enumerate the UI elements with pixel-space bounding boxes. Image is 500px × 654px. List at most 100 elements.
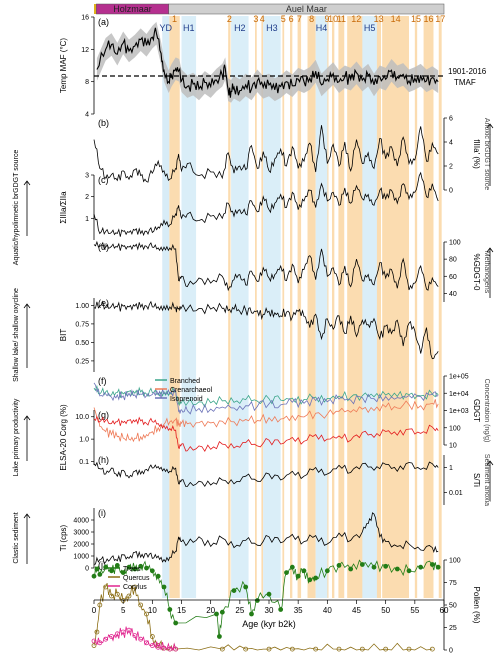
interstadial-band-8 [307, 16, 316, 598]
x-tick-label: 0 [92, 606, 97, 615]
pollen-point [435, 564, 441, 570]
panel-j-tick-label: 100 [449, 558, 461, 565]
x-tick-label: 20 [206, 606, 215, 615]
pollen-point [371, 564, 377, 570]
pollen-point [289, 564, 295, 570]
pollen-point [383, 563, 389, 569]
interstadial-label: 14 [391, 14, 401, 24]
panel-e-tick-label: 1.00 [75, 303, 89, 310]
panel-g-tick-label: 1.0 [79, 437, 89, 444]
heinrich-band-H4 [315, 16, 328, 598]
pollen-point [429, 562, 435, 567]
panel-e-tick-label: 0.75 [75, 321, 89, 328]
panel-i-tick-label: 4000 [73, 518, 89, 525]
pollen-point [94, 629, 100, 635]
panel-j-tick-label: 50 [449, 603, 457, 610]
pollen-point [214, 611, 219, 617]
interstadial-band-17 [438, 16, 442, 598]
pollen-point [313, 646, 319, 652]
interstadial-label: 2 [227, 14, 232, 24]
pollen-point [406, 568, 412, 574]
pollen-point [219, 609, 225, 615]
pollen-point [348, 566, 354, 572]
top-bar-label: Holzmaar [113, 4, 152, 14]
panel-letter: (e) [98, 298, 109, 308]
pollen-point [132, 633, 138, 638]
pollen-point [161, 645, 167, 651]
panel-h-ylabel2: Sediment anoxia [483, 454, 490, 506]
panel-f-tick-label: 100 [449, 425, 461, 432]
interstadial-band-15 [414, 16, 418, 598]
pollen-point [266, 591, 272, 597]
heinrich-label: H1 [183, 23, 195, 33]
panel-j-series-quercus [93, 582, 433, 652]
heinrich-band-H2 [231, 16, 249, 598]
interstadial-band-10 [332, 16, 335, 598]
pollen-point [173, 646, 179, 652]
interstadial-band-1 [169, 16, 180, 598]
legend-label-trees: Trees [123, 566, 141, 573]
x-tick-label: 30 [265, 606, 274, 615]
pollen-point [383, 646, 389, 652]
pollen-point [109, 593, 114, 599]
interstadial-label: 16 [424, 14, 434, 24]
pollen-point [161, 584, 167, 590]
panel-letter: (f) [98, 376, 107, 386]
panel-b-tick-label: 4 [449, 140, 453, 147]
pollen-point [359, 646, 365, 652]
panel-d-series-line [93, 240, 439, 292]
pollen-point [418, 564, 424, 570]
panel-c-tick-label: 3 [85, 173, 89, 180]
panel-i-tick-label: 2000 [73, 542, 89, 549]
up-arrow-icon [23, 303, 31, 368]
pollen-point [406, 646, 412, 652]
pollen-point [94, 566, 100, 572]
panel-f-tick-label: 1e+03 [449, 408, 469, 415]
panel-f-ylabel: GDGT [472, 399, 481, 422]
panel-e-ylabel: BIT [59, 329, 68, 342]
interstadial-label: 3 [253, 14, 258, 24]
pollen-point [144, 565, 149, 571]
pollen-point [254, 598, 260, 603]
pollen-point [138, 563, 144, 569]
x-tick-label: 55 [410, 606, 419, 615]
pollen-point [149, 568, 155, 574]
up-arrow-icon [23, 415, 31, 461]
pollen-point [103, 564, 109, 570]
panel-c-series-line [93, 171, 439, 237]
panel-letter: (h) [98, 455, 109, 465]
x-axis-label: Age (kyr b2k) [242, 619, 296, 629]
panel-j-tick-label: 0 [449, 648, 453, 654]
panel-d-tick-label: 80 [449, 257, 457, 264]
pollen-point [167, 646, 173, 652]
pollen-point [243, 646, 249, 652]
pollen-point [109, 634, 114, 639]
pollen-point [138, 636, 144, 642]
pollen-point [307, 577, 313, 583]
pollen-point [103, 636, 109, 642]
panel-i-tick-label: 1000 [73, 554, 89, 561]
pollen-point [429, 646, 435, 652]
heinrich-label: H5 [364, 23, 376, 33]
pollen-point [97, 572, 103, 577]
interstadial-label: 5 [281, 14, 286, 24]
interstadial-label: 15 [411, 14, 421, 24]
up-arrow-icon [486, 123, 494, 186]
panel-h-series-line [93, 461, 439, 488]
interstadial-band-5 [282, 16, 285, 598]
pollen-point [249, 611, 254, 617]
panel-a-series-line [96, 27, 439, 98]
interstadial-label: 8 [309, 14, 314, 24]
pollen-point [109, 568, 114, 574]
panel-c-ylabel: ΣIIIa/ΣIIa [59, 191, 68, 224]
interstadial-band-7 [297, 16, 302, 598]
pollen-point [336, 563, 342, 568]
interstadial-band-16 [423, 16, 434, 598]
interstadial-band-3 [255, 16, 257, 598]
pollen-point [394, 566, 400, 572]
pollen-point [284, 570, 289, 575]
legend-label-isoprenoid: Isoprenoid [170, 396, 203, 403]
panel-j-ylabel: Pollen (%) [472, 587, 481, 624]
x-tick-label: 15 [177, 606, 186, 615]
interstadial-band-6 [290, 16, 293, 598]
